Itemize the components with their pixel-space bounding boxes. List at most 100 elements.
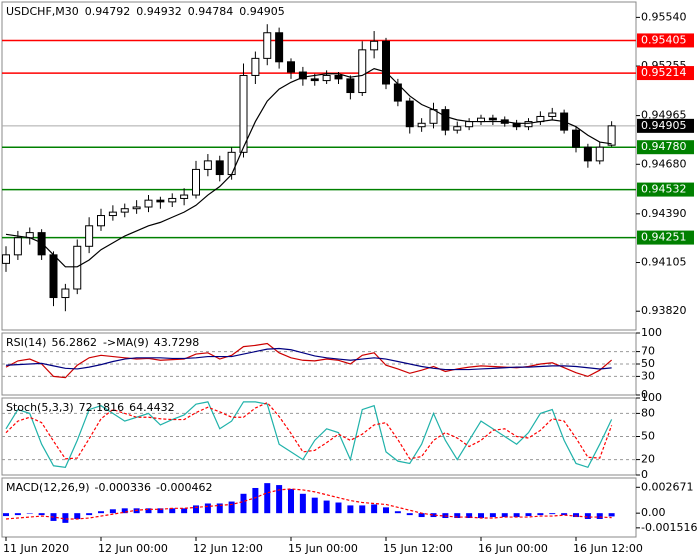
candle-body [358,49,367,94]
candle-body [215,160,224,176]
candle-body [156,199,165,203]
histogram-bar [288,488,294,514]
histogram-bar [335,502,342,514]
histogram-bar [62,513,69,523]
header-open: 0.94792 [85,5,131,18]
panel-frame [1,1,637,331]
candle-body [524,121,533,128]
chart-header: USDCHF,M30 0.94792 0.94932 0.94784 0.94905 [6,5,285,18]
y-tick-label: -0.001516 [641,521,697,534]
panel-title: RSI(14) 56.2862 ->MA(9) 43.7298 [6,336,199,349]
symbol: USDCHF,M30 [6,5,79,18]
histogram-bar [430,513,437,518]
histogram-bar [561,513,568,516]
series-line [5,401,613,460]
x-tick-label: 15 Jun 00:00 [288,542,358,555]
y-tick-label: 0.93820 [641,304,687,317]
histogram-bar [3,513,9,517]
histogram-bar [98,511,104,514]
y-tick-label: 0.00 [641,506,666,519]
histogram-bar [383,507,389,514]
candle-body [488,117,497,121]
y-tick-label: 0 [641,468,648,481]
histogram-bar [418,513,425,518]
candle-body [144,199,153,208]
header-low: 0.94784 [188,5,234,18]
histogram-bar [573,513,579,518]
level-label-box [637,182,694,197]
candle-body [85,225,94,247]
y-tick-label: 0.94390 [641,207,687,220]
candle-body [227,151,236,176]
candle-body [251,57,260,76]
x-tick-label: 12 Jun 12:00 [193,542,263,555]
histogram-bar [311,497,318,514]
histogram-bar [38,513,45,516]
histogram-bar [359,505,366,514]
candle-body [97,215,105,227]
y-tick-label: 50 [641,430,655,443]
series-name: RSI(14) [6,336,46,349]
series-line [5,488,612,520]
candle-body [453,126,462,131]
histogram-bar [240,493,247,514]
x-tick-label: 11 Jun 2020 [3,542,69,555]
candle-body [298,71,307,80]
histogram-bar [513,513,520,518]
histogram-bar [406,513,413,516]
histogram-bar [276,485,283,514]
histogram-bar [549,513,556,515]
y-tick-label: 0.95540 [641,10,687,23]
candle-body [287,61,295,73]
candle-body [203,160,212,170]
series-last-value: 72.1816 [79,401,125,414]
candle-body [275,32,284,63]
candle-body [465,121,474,128]
y-tick-label: 70 [641,345,655,358]
candle-body [2,254,10,264]
x-tick-label: 16 Jun 12:00 [573,542,643,555]
level-label: 0.94251 [641,231,687,244]
candle-body [346,78,355,94]
histogram-bar [454,513,461,519]
candle-body [132,206,141,210]
candle-body [192,168,200,196]
candle-body [168,197,177,203]
panel-frame [1,477,637,538]
series-last-value: -0.000336 [95,481,151,494]
x-tick-label: 12 Jun 00:00 [98,542,168,555]
level-label-box [637,230,694,245]
candle-body [37,232,46,256]
series-last-value: 56.2862 [51,336,97,349]
histogram-bar [74,513,81,519]
histogram-bar [466,513,473,519]
histogram-bar [216,503,223,514]
y-tick-label: 20 [641,453,655,466]
candle-body [13,237,22,256]
y-tick-label: 30 [641,369,655,382]
y-tick-label: 0.002671 [641,480,694,493]
header-high: 0.94932 [136,5,182,18]
histogram-bar [169,508,176,514]
candle-body [310,78,319,82]
header-close: 0.94905 [239,5,285,18]
series-last-value: 64.4432 [129,401,175,414]
y-tick-label: 0.94105 [641,256,687,269]
candle-body [322,74,331,82]
candle-body [405,100,414,128]
level-label-box [637,66,694,81]
candle-body [548,112,557,117]
candle-body [49,254,58,299]
level-label: 0.94532 [641,183,687,196]
level-label: 0.94780 [641,140,687,153]
series-last-value: 43.7298 [154,336,200,349]
candle-body [61,288,70,299]
y-tick-label: 100 [641,326,662,339]
histogram-bar [204,503,211,514]
candle-body [108,211,117,217]
histogram-bar [228,501,235,514]
price-label: 0.94905 [641,119,687,132]
panel-title: Stoch(5,3,3) 72.1816 64.4432 [6,401,175,414]
histogram-bar [121,508,128,514]
